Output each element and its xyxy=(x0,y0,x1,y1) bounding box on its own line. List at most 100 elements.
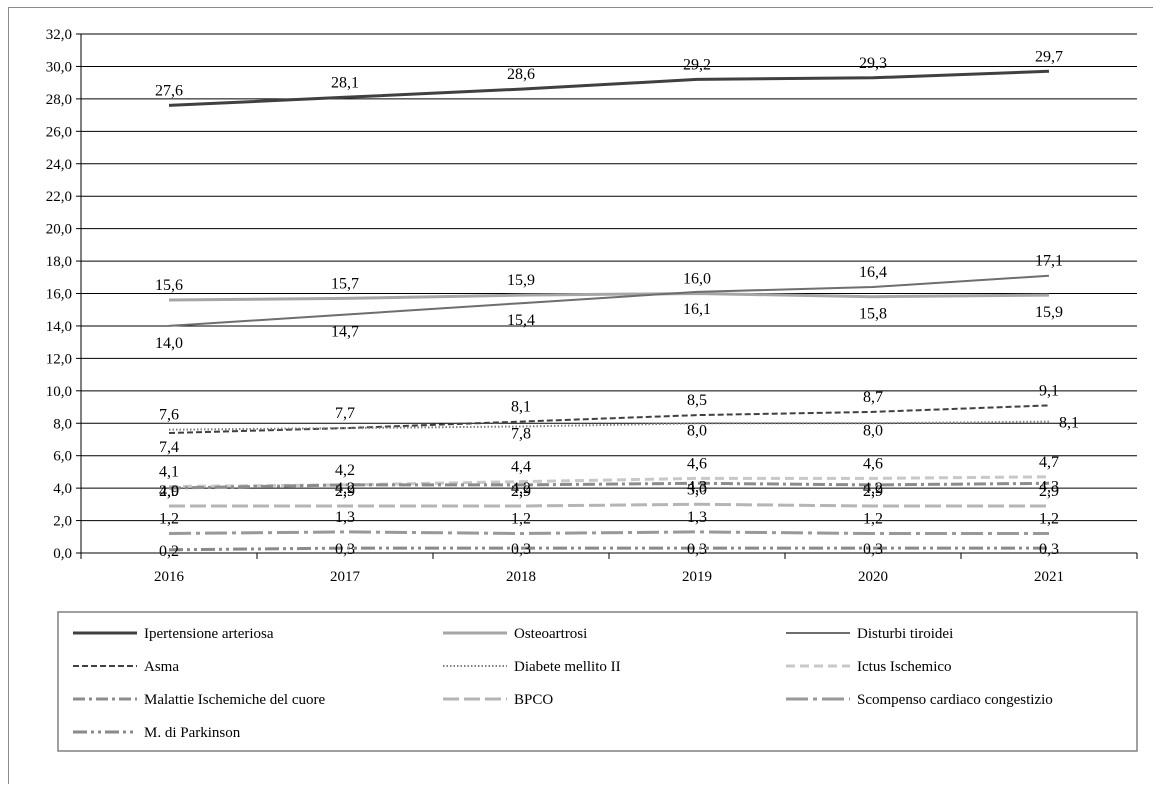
data-label: 4,4 xyxy=(511,459,531,476)
y-tick-label: 8,0 xyxy=(53,416,72,432)
data-label: 4,3 xyxy=(687,478,707,495)
data-label: 8,5 xyxy=(687,392,707,409)
data-label: 7,6 xyxy=(159,407,179,424)
data-label: 0,3 xyxy=(863,541,883,558)
data-label: 4,7 xyxy=(1039,454,1059,471)
data-label: 14,7 xyxy=(331,324,359,341)
series-line xyxy=(169,502,1049,508)
x-tick-label: 2020 xyxy=(858,569,888,585)
data-label: 29,3 xyxy=(859,55,887,72)
data-label: 2,9 xyxy=(511,483,531,500)
data-label: 2,9 xyxy=(335,483,355,500)
x-tick-label: 2017 xyxy=(330,569,361,585)
data-label: 4,6 xyxy=(687,455,707,472)
data-label: 27,6 xyxy=(155,82,183,99)
y-tick-label: 30,0 xyxy=(46,59,72,75)
data-label: 15,4 xyxy=(507,312,535,329)
data-label: 8,7 xyxy=(863,389,883,406)
data-label: 3,0 xyxy=(687,481,707,498)
data-label: 16,4 xyxy=(859,264,887,281)
data-label: 8,1 xyxy=(1059,415,1079,432)
y-tick-label: 2,0 xyxy=(53,514,72,530)
series-line xyxy=(168,546,1049,552)
data-label: 2,9 xyxy=(159,483,179,500)
data-label: 16,1 xyxy=(683,301,711,318)
y-tick-label: 6,0 xyxy=(53,449,72,465)
y-tick-label: 12,0 xyxy=(46,351,72,367)
y-tick-label: 24,0 xyxy=(46,157,72,173)
data-label: 4,2 xyxy=(335,480,355,497)
y-tick-label: 26,0 xyxy=(46,124,72,140)
x-tick-labels: 2016 2017 2018 2019 2020 2021 xyxy=(154,569,1064,585)
data-label: 4,0 xyxy=(159,483,179,500)
data-label: 7,7 xyxy=(335,405,355,422)
data-label: 4,6 xyxy=(863,455,883,472)
legend: Ipertensione arteriosa Osteoartrosi Distur… xyxy=(57,611,1138,752)
data-label: 0,3 xyxy=(1039,541,1059,558)
y-tick-labels: 0,0 2,0 4,0 6,0 8,0 10,0 12,0 14,0 16,0 18,0 20,0 2… xyxy=(46,27,72,562)
data-label: 4,1 xyxy=(159,464,179,481)
data-label: 0,3 xyxy=(335,541,355,558)
data-label: 7,8 xyxy=(511,425,531,442)
legend-label: Osteoartrosi xyxy=(514,626,587,642)
data-label: 29,2 xyxy=(683,56,711,73)
data-label: 4,2 xyxy=(511,480,531,497)
data-label: 28,1 xyxy=(331,74,359,91)
legend-label: Diabete mellito II xyxy=(514,659,621,675)
y-tick-label: 32,0 xyxy=(46,27,72,43)
series-line xyxy=(168,291,1050,302)
x-tick-label: 2016 xyxy=(154,569,185,585)
data-label: 15,7 xyxy=(331,275,359,292)
data-label: 1,2 xyxy=(511,511,531,528)
data-label: 0,2 xyxy=(159,543,179,560)
y-tick-label: 22,0 xyxy=(46,189,72,205)
data-label: 0,3 xyxy=(687,541,707,558)
legend-label: M. di Parkinson xyxy=(144,725,241,741)
data-label: 15,6 xyxy=(155,277,183,294)
data-label: 2,9 xyxy=(863,483,883,500)
data-label: 8,0 xyxy=(687,422,707,439)
series-line xyxy=(168,404,1050,434)
legend-label: Disturbi tiroidei xyxy=(857,626,953,642)
data-label: 17,1 xyxy=(1035,253,1063,270)
y-tick-label: 0,0 xyxy=(53,546,72,562)
data-label: 1,3 xyxy=(335,509,355,526)
data-label: 2,9 xyxy=(1039,483,1059,500)
data-label: 9,1 xyxy=(1039,382,1059,399)
data-label: 8,1 xyxy=(511,399,531,416)
series-line xyxy=(168,69,1050,107)
data-label: 28,6 xyxy=(507,66,535,83)
data-label: 15,9 xyxy=(1035,304,1063,321)
x-tick-label: 2018 xyxy=(506,569,536,585)
y-tick-label: 14,0 xyxy=(46,319,72,335)
legend-label: Scompenso cardiaco congestizio xyxy=(857,692,1053,708)
data-label: 4,2 xyxy=(335,462,355,479)
legend-label: Ipertensione arteriosa xyxy=(144,626,274,642)
series-line xyxy=(168,481,1050,490)
data-label: 14,0 xyxy=(155,335,183,352)
series-line xyxy=(168,274,1050,327)
legend-label: Asma xyxy=(144,659,179,675)
data-label: 1,2 xyxy=(863,511,883,528)
data-label: 4,3 xyxy=(1039,478,1059,495)
legend-label: Ictus Ischemico xyxy=(857,659,952,675)
legend-label: BPCO xyxy=(514,692,553,708)
grid-lines xyxy=(81,33,1137,522)
series-line xyxy=(168,530,1049,536)
chart-frame xyxy=(8,7,1153,784)
x-tick-label: 2019 xyxy=(682,569,712,585)
x-tick-label: 2021 xyxy=(1034,569,1064,585)
data-label: 4,2 xyxy=(863,480,883,497)
data-label: 15,8 xyxy=(859,306,887,323)
legend-label: Malattie Ischemiche del cuore xyxy=(144,692,326,708)
data-label: 0,3 xyxy=(511,541,531,558)
data-label: 1,2 xyxy=(159,511,179,528)
y-tick-label: 28,0 xyxy=(46,92,72,108)
y-tick-label: 18,0 xyxy=(46,254,72,270)
data-label: 1,2 xyxy=(1039,511,1059,528)
y-tick-label: 10,0 xyxy=(46,384,72,400)
axes xyxy=(76,33,1138,559)
data-labels: 27,6 28,1 28,6 29,2 29,3 29,7 15,6 15,7 15,9 16,0… xyxy=(155,48,1079,559)
data-label: 15,9 xyxy=(507,272,535,289)
